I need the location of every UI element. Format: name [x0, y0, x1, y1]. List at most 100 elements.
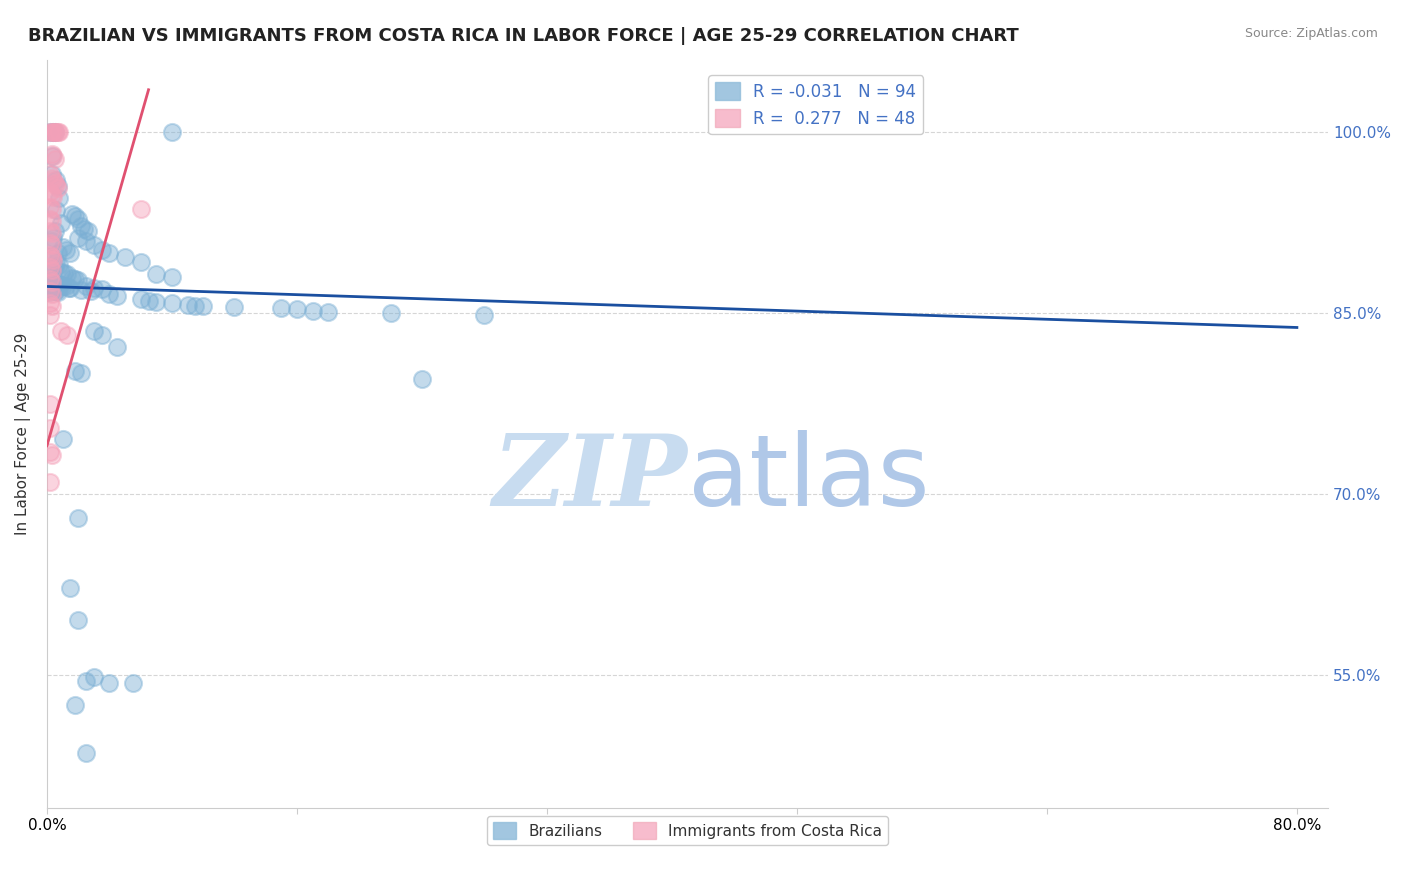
Point	[42, 276, 65, 290]
Point	[270, 301, 292, 315]
Point	[55, 244, 77, 258]
Point	[46, 277, 69, 291]
Point	[45, 277, 67, 291]
Point	[48, 258, 70, 272]
Point	[42, 149, 65, 163]
Point	[41, 234, 63, 248]
Point	[46, 180, 69, 194]
Point	[380, 306, 402, 320]
Point	[39, 285, 62, 299]
Point	[60, 207, 83, 221]
Point	[39, 200, 62, 214]
Point	[83, 670, 105, 684]
Point	[49, 265, 72, 279]
Point	[41, 149, 63, 163]
Point	[48, 278, 70, 293]
Point	[45, 255, 67, 269]
Point	[39, 211, 62, 226]
Point	[39, 125, 62, 139]
Point	[39, 396, 62, 410]
Point	[41, 299, 63, 313]
Point	[39, 475, 62, 489]
Text: ZIP: ZIP	[492, 430, 688, 527]
Point	[39, 125, 62, 139]
Point	[160, 296, 183, 310]
Point	[41, 125, 63, 139]
Point	[41, 227, 63, 241]
Point	[39, 296, 62, 310]
Point	[39, 260, 62, 274]
Point	[60, 271, 83, 285]
Y-axis label: In Labor Force | Age 25-29: In Labor Force | Age 25-29	[15, 333, 31, 535]
Point	[41, 187, 63, 202]
Point	[90, 327, 112, 342]
Point	[39, 272, 62, 286]
Point	[67, 211, 90, 226]
Point	[41, 283, 63, 297]
Point	[83, 280, 105, 294]
Point	[105, 340, 128, 354]
Point	[58, 280, 80, 294]
Legend: Brazilians, Immigrants from Costa Rica: Brazilians, Immigrants from Costa Rica	[486, 816, 889, 845]
Point	[48, 125, 70, 139]
Point	[474, 309, 496, 323]
Point	[41, 286, 63, 301]
Point	[42, 125, 65, 139]
Point	[70, 219, 93, 234]
Point	[41, 170, 63, 185]
Point	[63, 272, 86, 286]
Point	[122, 676, 145, 690]
Point	[90, 282, 112, 296]
Point	[129, 202, 152, 217]
Point	[184, 299, 207, 313]
Point	[67, 511, 90, 525]
Point	[52, 432, 75, 446]
Point	[105, 289, 128, 303]
Point	[63, 698, 86, 713]
Point	[45, 125, 67, 139]
Point	[42, 231, 65, 245]
Point	[44, 176, 66, 190]
Point	[41, 251, 63, 265]
Point	[41, 262, 63, 277]
Point	[41, 214, 63, 228]
Point	[41, 167, 63, 181]
Point	[59, 245, 82, 260]
Point	[114, 251, 136, 265]
Point	[39, 282, 62, 296]
Point	[76, 224, 98, 238]
Point	[42, 283, 65, 297]
Point	[75, 747, 97, 761]
Point	[83, 324, 105, 338]
Point	[67, 273, 90, 287]
Point	[46, 245, 69, 260]
Point	[83, 238, 105, 252]
Point	[42, 269, 65, 284]
Point	[41, 275, 63, 289]
Point	[59, 581, 82, 595]
Point	[48, 191, 70, 205]
Point	[49, 278, 72, 293]
Point	[145, 268, 167, 282]
Point	[42, 190, 65, 204]
Point	[98, 245, 121, 260]
Point	[145, 295, 167, 310]
Point	[46, 285, 69, 300]
Point	[63, 364, 86, 378]
Point	[53, 266, 76, 280]
Point	[41, 202, 63, 217]
Point	[45, 203, 67, 218]
Point	[52, 279, 75, 293]
Point	[46, 179, 69, 194]
Point	[46, 125, 69, 139]
Point	[138, 293, 160, 308]
Point	[45, 178, 67, 193]
Point	[160, 125, 183, 139]
Point	[39, 249, 62, 263]
Point	[98, 286, 121, 301]
Point	[44, 125, 66, 139]
Point	[39, 186, 62, 200]
Point	[75, 674, 97, 689]
Point	[90, 244, 112, 258]
Point	[38, 285, 60, 300]
